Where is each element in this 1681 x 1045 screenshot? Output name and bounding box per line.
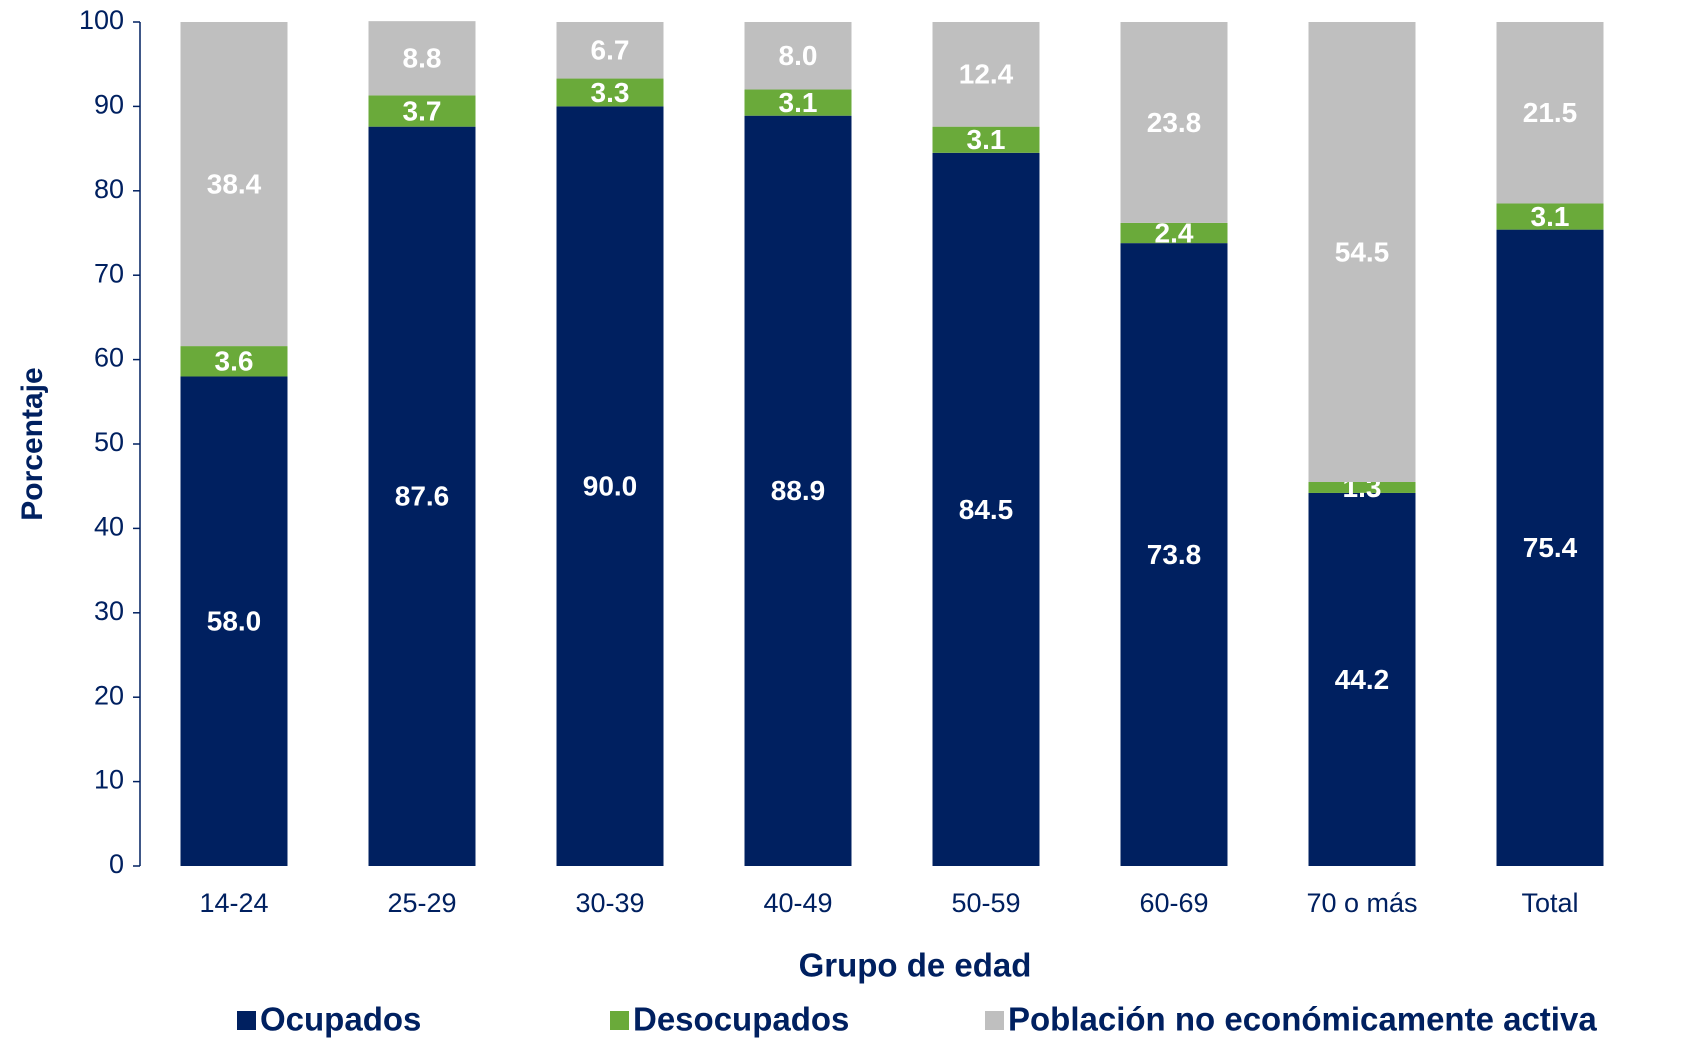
x-tick-label: 30-39 [575,888,644,918]
bar-segment [744,115,852,866]
legend-label: Ocupados [260,1001,421,1038]
bar-segment [1308,22,1416,482]
x-tick-label: 50-59 [951,888,1020,918]
data-label: 58.0 [207,606,262,637]
y-tick-label: 60 [94,343,124,373]
data-label: 12.4 [959,59,1014,90]
data-label: 54.5 [1335,236,1390,267]
data-label: 3.1 [1531,201,1570,232]
x-axis-label: Grupo de edad [799,947,1032,984]
bar-segment [1496,22,1604,204]
data-label: 38.4 [207,168,262,199]
y-tick-label: 80 [94,174,124,204]
data-label: 87.6 [395,481,450,512]
y-axis-label: Porcentaje [16,367,49,520]
bar-segment [368,95,476,127]
y-tick-label: 10 [94,765,124,795]
legend-label: Población no económicamente activa [1008,1001,1597,1038]
legend-swatch [237,1011,256,1030]
y-tick-label: 30 [94,596,124,626]
data-label: 3.1 [967,124,1006,155]
bar-segment [180,22,288,347]
data-label: 6.7 [591,35,630,66]
legend-swatch [610,1011,629,1030]
bar-segment [744,22,852,90]
y-tick-label: 50 [94,427,124,457]
legend-label: Desocupados [633,1001,849,1038]
bar-segment [1120,243,1228,867]
data-label: 8.8 [403,43,442,74]
y-tick-label: 0 [109,849,124,879]
bar-segment [1308,481,1416,493]
x-tick-label: 70 o más [1306,888,1417,918]
bar-segment [932,126,1040,153]
data-label: 44.2 [1335,664,1390,695]
bar-segment [1308,492,1416,866]
data-label: 73.8 [1147,539,1202,570]
bar-segment [1120,22,1228,223]
y-tick-label: 70 [94,258,124,288]
x-tick-label: 14-24 [199,888,268,918]
bar-segment [180,346,288,377]
data-label: 23.8 [1147,107,1202,138]
x-tick-label: Total [1521,888,1578,918]
data-label: 21.5 [1523,97,1578,128]
y-tick-label: 20 [94,680,124,710]
data-label: 84.5 [959,494,1014,525]
legend-swatch [985,1011,1004,1030]
x-tick-label: 60-69 [1139,888,1208,918]
data-label: 3.7 [403,95,442,126]
data-label: 90.0 [583,471,638,502]
bar-segment [556,22,664,79]
bar-segment [556,106,664,866]
y-tick-label: 100 [79,5,124,35]
data-label: 3.6 [215,346,254,377]
x-tick-label: 40-49 [763,888,832,918]
bar-segment [1496,229,1604,866]
x-tick-label: 25-29 [387,888,456,918]
bar-segment [368,126,476,866]
bar-segment [744,89,852,116]
bar-segment [556,78,664,107]
y-tick-label: 40 [94,512,124,542]
data-label: 88.9 [771,475,826,506]
bar-segment [368,21,476,96]
data-label: 3.1 [779,87,818,118]
bar-segment [180,376,288,866]
y-tick-label: 90 [94,90,124,120]
bar-segment [932,152,1040,866]
data-label: 8.0 [779,40,818,71]
data-label: 3.3 [591,77,630,108]
data-label: 75.4 [1523,532,1578,563]
bar-segment [1120,222,1228,244]
bar-segment [1496,203,1604,230]
bar-segment [932,22,1040,127]
